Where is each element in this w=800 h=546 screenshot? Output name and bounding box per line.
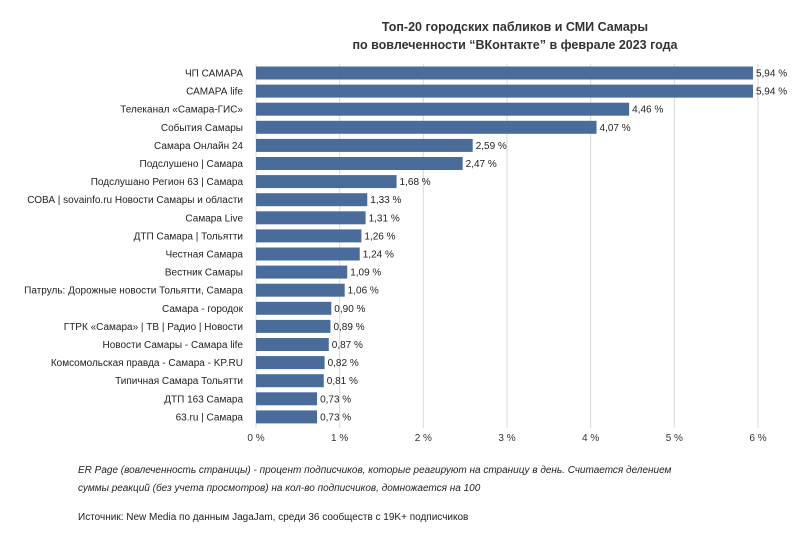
x-tick-label: 6 % [749,433,766,444]
x-tick-label: 5 % [666,433,683,444]
footnote-definition-line-1: ER Page (вовлеченность страницы) - проце… [78,465,672,476]
bar [256,283,345,297]
category-label: Комсомольская правда - Самара - KP.RU [51,358,243,369]
category-label: Самара Онлайн 24 [154,141,243,152]
bar [256,84,753,98]
value-label: 1,68 % [400,177,431,188]
source-note: Источник: New Media по данным JagaJam, с… [78,512,469,523]
x-tick-label: 3 % [498,433,515,444]
category-label: СОВА | sovainfo.ru Новости Самары и обла… [27,194,243,206]
chart-subtitle: по вовлеченности “ВКонтакте” в феврале 2… [352,38,678,52]
bars [256,66,753,424]
value-label: 0,89 % [333,322,364,333]
value-label: 5,94 % [756,69,787,80]
value-label: 4,46 % [632,105,663,116]
gridlines [255,64,759,428]
value-label: 1,06 % [348,286,379,297]
bar [256,102,630,116]
category-label: Вестник Самары [165,268,243,279]
value-label: 0,81 % [327,376,358,387]
category-labels: ЧП САМАРА САМАРА life Телеканал «Самара-ГИ… [24,69,243,424]
bar [256,410,318,424]
category-label: Самара Live [185,213,243,224]
category-label: Подслушено | Самара [140,159,244,170]
x-tick-label: 2 % [415,433,432,444]
value-label: 1,24 % [363,250,394,261]
category-label: Телеканал «Самара-ГИС» [120,105,243,116]
value-label: 1,33 % [370,195,401,206]
footnote-definition-line-2: суммы реакций (без учета просмотров) на … [78,483,481,494]
value-labels: 5,94 % 5,94 % 4,46 %4,07 % 2,59 % 2,47 % 1,68… [320,69,787,424]
chart-title: Топ-20 городских пабликов и СМИ Самары [381,20,649,34]
bar [256,374,324,388]
value-label: 0,87 % [332,340,363,351]
value-label: 0,90 % [334,304,365,315]
bar [256,247,360,261]
value-label: 0,73 % [320,412,351,423]
bar [256,138,473,152]
category-label: Типичная Самара Тольятти [115,376,243,387]
bar [256,319,331,333]
category-label: 63.ru | Самара [176,412,244,423]
category-label: ДТП 163 Самара [164,394,243,405]
category-label: Самара - городок [162,304,244,315]
category-label: События Самары [161,122,243,134]
bar [256,193,368,207]
bar [256,265,348,279]
value-label: 2,59 % [476,141,507,152]
value-label: 5,94 % [756,87,787,98]
bar [256,392,318,406]
value-label: 1,31 % [369,213,400,224]
x-tick-label: 1 % [331,433,348,444]
category-label: ГТРК «Самара» | ТВ | Радио | Новости [64,322,243,333]
bar [256,338,329,351]
x-tick-label: 0 % [247,433,264,444]
category-label: Честная Самара [165,250,243,261]
bar [256,157,463,170]
category-label: Подслушано Регион 63 | Самара [91,177,244,188]
category-label: ДТП Самара | Тольятти [134,231,243,242]
category-label: САМАРА life [186,87,243,98]
x-tick-label: 4 % [582,433,599,444]
value-label: 0,82 % [328,358,359,369]
value-label: 4,07 % [600,123,631,134]
bar [256,229,362,243]
bar [256,301,332,315]
value-label: 2,47 % [466,159,497,170]
bar [256,211,366,225]
bar [256,175,397,189]
bar [256,356,325,370]
value-label: 1,26 % [364,231,395,242]
category-label: ЧП САМАРА [185,69,243,80]
value-label: 1,09 % [350,268,381,279]
bar [256,120,597,134]
category-label: Новости Самары - Самара life [103,340,244,351]
x-axis-ticks: 0 % 1 % 2 % 3 % 4 % 5 % 6 % [247,433,766,444]
value-label: 0,73 % [320,394,351,405]
category-label: Патруль: Дорожные новости Тольятти, Сама… [24,286,243,297]
bar [256,66,753,80]
